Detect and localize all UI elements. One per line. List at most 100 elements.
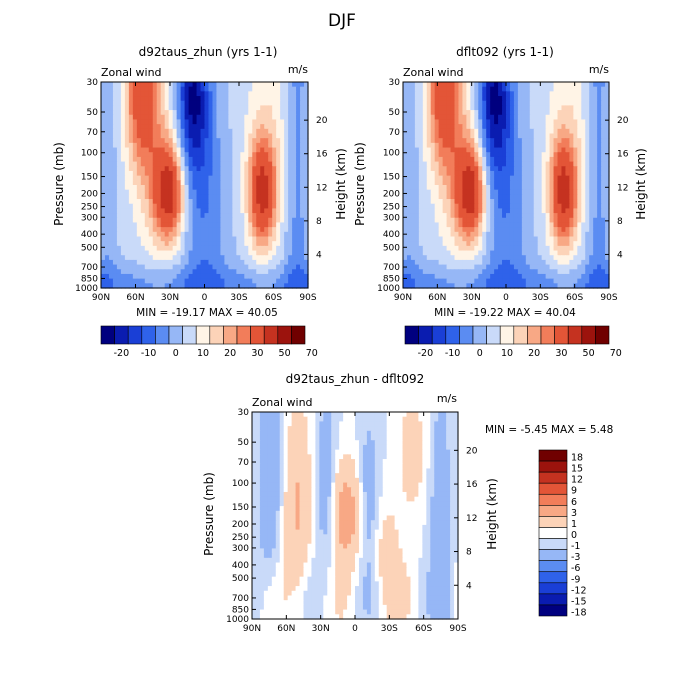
- contour-cell: [466, 147, 471, 153]
- contour-cell: [442, 82, 448, 88]
- contour-cell: [184, 91, 190, 97]
- contour-cell: [557, 138, 563, 144]
- contour-cell: [410, 128, 416, 135]
- contour-cell: [148, 142, 154, 149]
- contour-cell: [279, 421, 285, 427]
- contour-cell: [446, 185, 452, 191]
- contour-cell: [192, 208, 198, 214]
- contour-cell: [573, 264, 578, 270]
- contour-cell: [260, 133, 265, 139]
- contour-cell: [422, 124, 428, 130]
- contour-cell: [458, 245, 464, 252]
- contour-cell: [192, 91, 198, 97]
- contour-cell: [260, 96, 265, 102]
- contour-cell: [418, 278, 424, 284]
- contour-cell: [244, 170, 249, 177]
- contour-cell: [470, 255, 475, 261]
- contour-cell: [537, 142, 543, 149]
- contour-cell: [545, 269, 551, 275]
- contour-cell: [224, 156, 229, 163]
- contour-cell: [268, 152, 273, 158]
- contour-cell: [601, 185, 606, 191]
- contour-cell: [164, 110, 170, 116]
- contour-cell: [589, 189, 594, 195]
- contour-cell: [533, 273, 539, 280]
- contour-cell: [403, 91, 408, 97]
- contour-cell: [104, 156, 110, 163]
- contour-cell: [255, 426, 261, 432]
- contour-cell: [569, 208, 574, 214]
- contour-cell: [569, 82, 574, 88]
- contour-cell: [517, 82, 523, 88]
- contour-cell: [561, 110, 567, 116]
- contour-cell: [549, 114, 555, 121]
- contour-cell: [573, 227, 578, 233]
- contour-cell: [478, 217, 483, 224]
- contour-cell: [331, 421, 336, 427]
- contour-cell: [244, 152, 249, 158]
- contour-cell: [502, 185, 507, 191]
- contour-cell: [529, 250, 535, 256]
- contour-cell: [236, 236, 241, 242]
- contour-cell: [549, 100, 555, 107]
- contour-cell: [280, 273, 285, 280]
- contour-cell: [248, 208, 253, 214]
- contour-cell: [403, 124, 408, 130]
- contour-cell: [525, 245, 531, 252]
- contour-cell: [284, 203, 289, 210]
- contour-cell: [101, 166, 106, 172]
- contour-cell: [319, 430, 324, 437]
- contour-cell: [156, 86, 162, 92]
- contour-cell: [228, 170, 233, 177]
- contour-cell: [426, 426, 431, 432]
- contour-cell: [581, 236, 586, 242]
- contour-cell: [585, 138, 590, 144]
- contour-cell: [593, 128, 598, 135]
- contour-cell: [541, 264, 547, 270]
- contour-cell: [478, 124, 483, 130]
- contour-cell: [136, 133, 142, 139]
- contour-cell: [188, 231, 194, 238]
- contour-cell: [414, 180, 420, 186]
- contour-cell: [224, 100, 229, 107]
- contour-cell: [553, 250, 559, 256]
- contour-cell: [585, 128, 590, 135]
- contour-cell: [513, 82, 519, 88]
- contour-cell: [200, 114, 206, 121]
- contour-cell: [280, 245, 285, 252]
- contour-cell: [259, 430, 265, 437]
- contour-cell: [116, 161, 122, 167]
- contour-cell: [240, 185, 245, 191]
- contour-cell: [276, 110, 281, 116]
- contour-cell: [260, 259, 265, 266]
- contour-cell: [366, 421, 372, 427]
- contour-cell: [486, 86, 491, 92]
- contour-cell: [513, 128, 519, 135]
- contour-cell: [132, 180, 138, 186]
- contour-cell: [382, 412, 388, 418]
- contour-cell: [430, 114, 436, 121]
- contour-cell: [557, 86, 563, 92]
- contour-cell: [264, 128, 269, 135]
- contour-cell: [474, 133, 479, 139]
- contour-cell: [212, 203, 218, 210]
- contour-cell: [502, 114, 507, 121]
- contour-cell: [601, 156, 606, 163]
- contour-cell: [486, 250, 491, 256]
- contour-cell: [224, 236, 229, 242]
- contour-cell: [450, 278, 456, 284]
- contour-cell: [529, 189, 535, 195]
- contour-cell: [565, 110, 570, 116]
- contour-cell: [288, 166, 293, 172]
- contour-cell: [164, 231, 170, 238]
- contour-cell: [160, 236, 166, 242]
- contour-cell: [494, 105, 499, 111]
- contour-cell: [200, 227, 206, 233]
- contour-cell: [180, 231, 186, 238]
- contour-cell: [104, 259, 110, 266]
- contour-cell: [458, 194, 464, 200]
- contour-cell: [466, 245, 471, 252]
- contour-cell: [120, 138, 126, 144]
- contour-cell: [152, 227, 158, 233]
- contour-cell: [581, 245, 586, 252]
